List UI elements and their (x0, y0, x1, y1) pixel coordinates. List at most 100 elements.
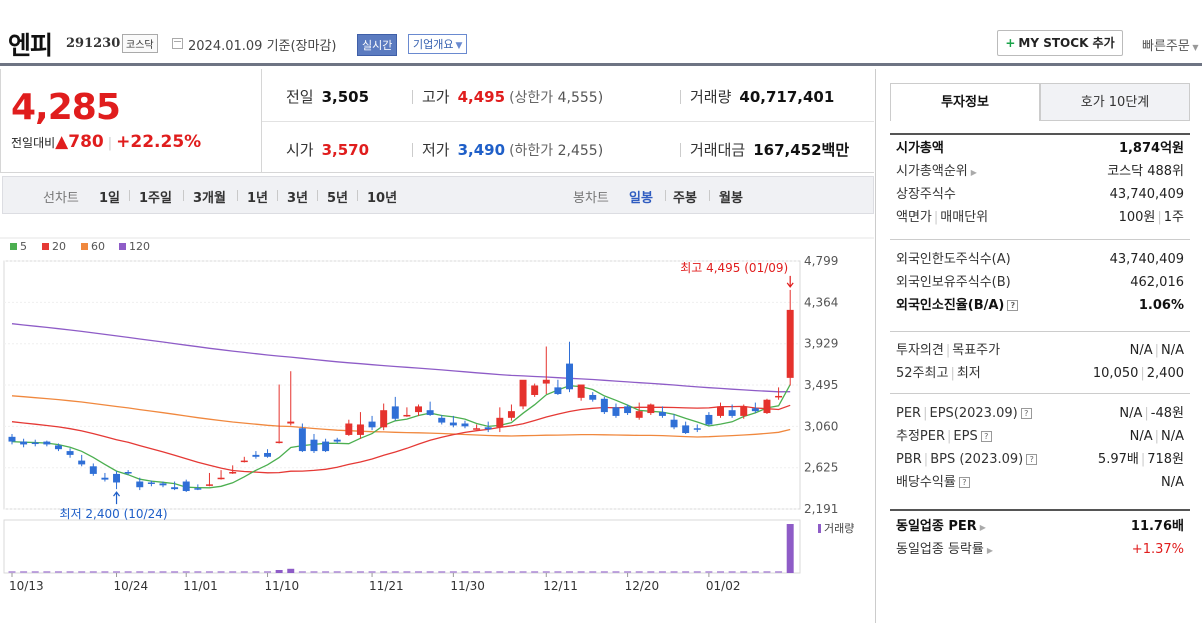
info-row: 추정PER | EPS? N/A | N/A (890, 425, 1190, 448)
candle-body (43, 441, 51, 445)
info-key: 외국인보유주식수(B) (896, 275, 1011, 290)
candle-body (287, 421, 295, 424)
candle-body (54, 445, 62, 450)
day-high: 고가 4,495 (상한가 4,555) (422, 86, 603, 107)
candle-weekly-tab[interactable]: 주봉 (673, 191, 697, 206)
company-overview-dropdown[interactable]: 기업개요 ▼ (408, 34, 468, 54)
trade-amount-value: 167,452 (753, 141, 822, 159)
info-row[interactable]: 시가총액순위 ▶ 코스닥 488위 (890, 160, 1190, 183)
info-row: 외국인한도주식수(A) 43,740,409 (890, 248, 1190, 271)
add-my-stock-label: MY STOCK 추가 (1018, 36, 1115, 50)
info-value: 1.06% (1138, 298, 1184, 313)
high-value: 4,495 (457, 88, 506, 106)
chart-period-bar: 선차트 1일 1주일 3개월 1년 3년 5년 10년 봉차트 일봉 주봉 월봉 (2, 176, 874, 214)
info-row[interactable]: 동일업종 PER ▶ 11.76배 (890, 515, 1190, 538)
period-1d[interactable]: 1일 (99, 191, 121, 206)
info-key: BPS (2023.09) (930, 452, 1024, 467)
help-icon[interactable]: ? (958, 477, 970, 488)
y-tick-label: 4,799 (804, 254, 838, 268)
candle-body (577, 384, 585, 398)
info-key: EPS(2023.09) (929, 406, 1018, 421)
plus-icon: + (1005, 36, 1016, 50)
help-icon[interactable]: ? (1007, 300, 1019, 311)
candle-body (647, 404, 655, 414)
candle-body (566, 363, 573, 390)
volume-bar (124, 571, 132, 573)
info-value: 11.76배 (1130, 519, 1184, 534)
volume-bar (484, 571, 492, 573)
info-row: 52주최고 | 최저 10,050 | 2,400 (890, 362, 1190, 385)
volume-bar (496, 571, 504, 573)
info-key: 최저 (956, 366, 981, 381)
trade-amount-unit: 백만 (821, 141, 850, 159)
legend-swatch (119, 243, 126, 250)
add-my-stock-button[interactable]: + MY STOCK 추가 (997, 30, 1123, 56)
ma60-line (11, 395, 791, 438)
price-change: 전일대비▲780 | +22.25% (11, 132, 201, 152)
candle-body (693, 428, 701, 430)
volume-bar (682, 571, 690, 573)
volume-bar (635, 571, 643, 573)
period-10y[interactable]: 10년 (367, 191, 398, 206)
candle-body (589, 394, 597, 400)
divider (237, 190, 238, 201)
candle-monthly-tab[interactable]: 월봉 (719, 191, 743, 206)
period-1y[interactable]: 1년 (247, 191, 269, 206)
chevron-right-icon: ▶ (979, 523, 986, 532)
volume-bar (728, 571, 736, 573)
price-chart[interactable]: 4,799 4,364 3,929 3,495 3,060 2,625 2,191 10/13… (0, 230, 874, 623)
quote-summary: 전일 3,505 고가 4,495 (상한가 4,555) 거래량 40,717,401… (262, 69, 874, 173)
candle-body (217, 477, 225, 480)
candle-body (205, 484, 213, 486)
volume-bar (461, 571, 469, 573)
volume-bar (229, 571, 237, 573)
volume-bar (380, 571, 388, 573)
candle-body (147, 482, 155, 484)
help-icon[interactable]: ? (1020, 408, 1032, 419)
quick-order-dropdown[interactable]: 빠른주문 ▼ (1142, 35, 1199, 54)
info-row: 시가총액 1,874억원 (890, 137, 1190, 160)
legend-swatch (81, 243, 88, 250)
x-tick-label: 11/21 (369, 579, 404, 593)
candle-body (449, 422, 457, 426)
volume-bar (54, 571, 62, 573)
info-key: 투자의견 (896, 343, 944, 358)
tab-orderbook[interactable]: 호가 10단계 (1040, 83, 1190, 121)
info-value: N/A (1161, 343, 1184, 358)
tab-investment-info[interactable]: 투자정보 (890, 83, 1040, 121)
info-value: 718원 (1147, 452, 1184, 467)
candle-body (124, 472, 132, 474)
help-icon[interactable]: ? (1026, 454, 1038, 465)
period-3y[interactable]: 3년 (287, 191, 309, 206)
candle-body (728, 410, 736, 416)
divider (680, 90, 681, 104)
x-tick-label: 11/01 (183, 579, 218, 593)
period-3m[interactable]: 3개월 (193, 191, 226, 206)
volume-bar (391, 571, 399, 573)
help-icon[interactable]: ? (980, 431, 992, 442)
volume-bar (66, 571, 74, 573)
candle-body (461, 423, 469, 427)
candle-body (171, 487, 179, 490)
volume-label: 거래량 (690, 88, 732, 106)
info-value: 43,740,409 (1109, 252, 1184, 267)
candle-body (240, 460, 248, 463)
candle-body (438, 417, 446, 423)
info-tabs: 투자정보 호가 10단계 (890, 83, 1190, 121)
info-row[interactable]: 동일업종 등락률 ▶ +1.37% (890, 538, 1190, 561)
realtime-button[interactable]: 실시간 (357, 34, 398, 56)
candle-body (333, 439, 341, 442)
candle-body (507, 411, 515, 418)
divider (129, 190, 130, 201)
volume-bar (356, 571, 364, 573)
candle-daily-tab[interactable]: 일봉 (629, 191, 653, 206)
ma5-line (11, 384, 791, 489)
info-key: 52주최고 (896, 366, 949, 381)
info-key: 목표주가 (952, 343, 1001, 358)
info-row: PER | EPS(2023.09)? N/A | -48원 (890, 402, 1190, 425)
trade-amount: 거래대금 167,452백만 (690, 139, 849, 160)
period-1w[interactable]: 1주일 (139, 191, 172, 206)
candle-body (786, 309, 794, 378)
open-value: 3,570 (321, 141, 370, 159)
period-5y[interactable]: 5년 (327, 191, 349, 206)
